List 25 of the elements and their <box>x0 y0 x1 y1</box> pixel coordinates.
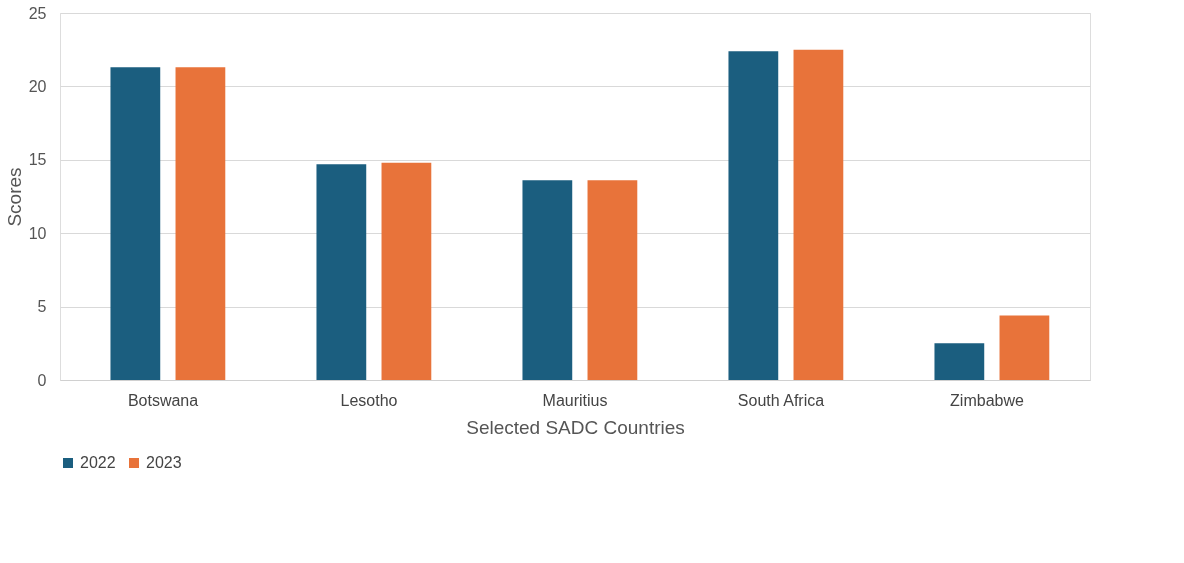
bar <box>175 67 226 380</box>
bar <box>728 51 779 380</box>
y-tick-label: 0 <box>37 371 47 389</box>
legend-label: 2023 <box>146 454 182 471</box>
y-tick-label: 10 <box>28 224 47 242</box>
x-tick-label: Lesotho <box>340 391 398 409</box>
x-tick-label: South Africa <box>737 391 825 409</box>
bar <box>110 67 161 380</box>
bar <box>999 315 1050 380</box>
bar <box>934 343 985 380</box>
legend-label: 2022 <box>80 454 116 471</box>
x-tick-label: Botswana <box>127 391 199 409</box>
bar <box>793 49 844 380</box>
x-tick-label: Mauritius <box>542 391 608 409</box>
x-tick-label: Zimbabwe <box>950 391 1024 409</box>
y-tick-label: 5 <box>37 298 47 316</box>
y-tick-label: 15 <box>28 151 47 169</box>
bar <box>587 180 638 380</box>
bar <box>522 180 573 380</box>
y-axis-title: Scores <box>3 167 25 227</box>
y-tick-label: 20 <box>28 77 47 95</box>
bar <box>316 164 367 380</box>
bar <box>381 162 432 380</box>
y-tick-label: 25 <box>28 4 47 22</box>
x-axis-title: Selected SADC Countries <box>466 416 685 438</box>
